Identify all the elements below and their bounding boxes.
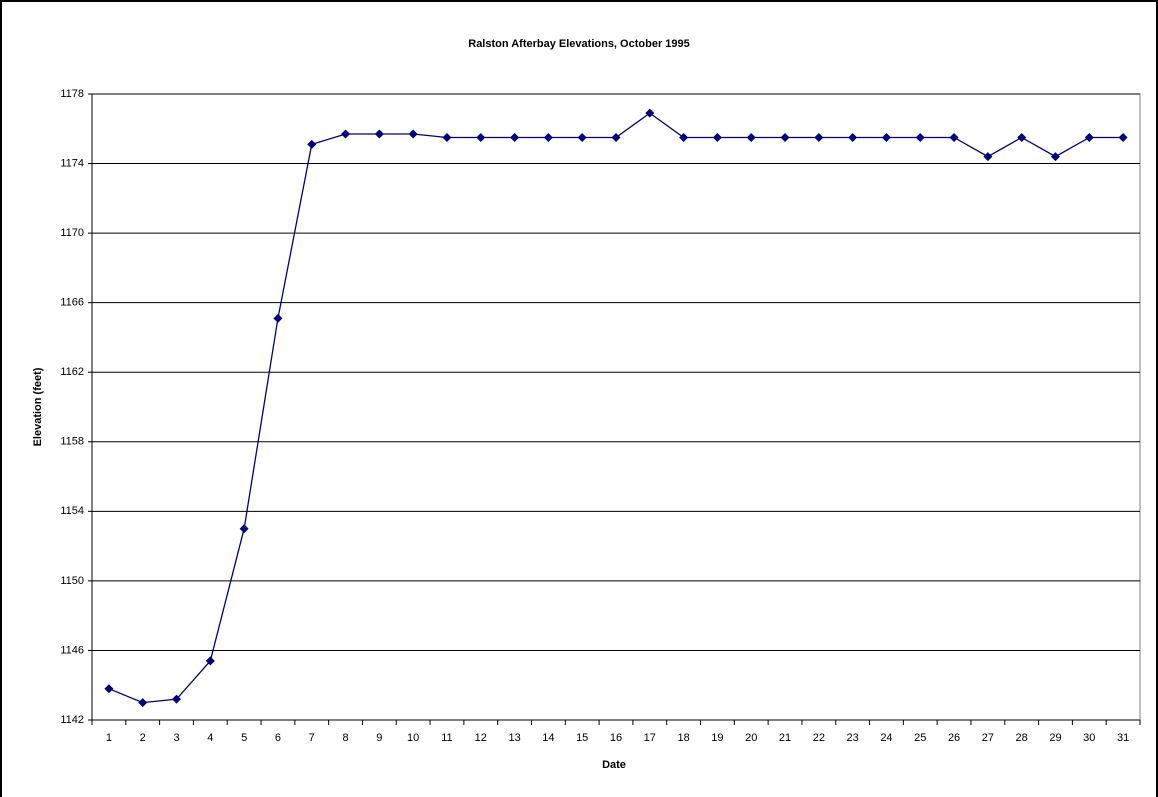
x-tick-label: 31 bbox=[1117, 732, 1129, 744]
marker bbox=[577, 132, 587, 142]
marker bbox=[374, 129, 384, 139]
marker bbox=[881, 132, 891, 142]
marker bbox=[611, 132, 621, 142]
x-tick-label: 9 bbox=[376, 732, 382, 744]
x-tick-label: 4 bbox=[207, 732, 213, 744]
marker bbox=[746, 132, 756, 142]
x-tick-label: 24 bbox=[880, 732, 892, 744]
plot-area bbox=[91, 93, 1141, 721]
x-tick-label: 29 bbox=[1049, 732, 1061, 744]
x-tick-label: 27 bbox=[982, 732, 994, 744]
marker bbox=[307, 139, 317, 149]
x-tick-label: 28 bbox=[1016, 732, 1028, 744]
marker bbox=[543, 132, 553, 142]
marker bbox=[814, 132, 824, 142]
marker bbox=[645, 108, 655, 118]
marker bbox=[1017, 132, 1027, 142]
marker bbox=[273, 313, 283, 323]
marker bbox=[476, 132, 486, 142]
x-tick-label: 3 bbox=[173, 732, 179, 744]
x-tick-label: 8 bbox=[342, 732, 348, 744]
y-tick-label: 1142 bbox=[60, 714, 84, 726]
y-tick-label: 1178 bbox=[60, 88, 84, 100]
marker bbox=[239, 524, 249, 534]
x-tick-label: 5 bbox=[241, 732, 247, 744]
x-tick-label: 19 bbox=[711, 732, 723, 744]
marker bbox=[172, 694, 182, 704]
x-tick-label: 17 bbox=[644, 732, 656, 744]
x-tick-label: 21 bbox=[779, 732, 791, 744]
marker bbox=[712, 132, 722, 142]
x-tick-label: 22 bbox=[813, 732, 825, 744]
marker bbox=[915, 132, 925, 142]
y-tick-label: 1166 bbox=[60, 297, 84, 309]
x-tick-label: 20 bbox=[745, 732, 757, 744]
x-tick-label: 25 bbox=[914, 732, 926, 744]
x-tick-label: 23 bbox=[847, 732, 859, 744]
marker bbox=[983, 152, 993, 162]
y-tick-label: 1154 bbox=[60, 505, 84, 517]
marker bbox=[679, 132, 689, 142]
x-tick-label: 15 bbox=[576, 732, 588, 744]
marker bbox=[138, 698, 148, 708]
x-tick-label: 30 bbox=[1083, 732, 1095, 744]
marker bbox=[1118, 132, 1128, 142]
y-tick-label: 1162 bbox=[60, 366, 84, 378]
x-tick-label: 12 bbox=[475, 732, 487, 744]
marker bbox=[510, 132, 520, 142]
x-tick-label: 16 bbox=[610, 732, 622, 744]
marker bbox=[1050, 152, 1060, 162]
x-tick-label: 10 bbox=[407, 732, 419, 744]
y-tick-label: 1158 bbox=[60, 436, 84, 448]
x-tick-label: 1 bbox=[106, 732, 112, 744]
marker bbox=[780, 132, 790, 142]
x-tick-label: 7 bbox=[309, 732, 315, 744]
marker bbox=[848, 132, 858, 142]
y-tick-label: 1170 bbox=[60, 227, 84, 239]
marker bbox=[442, 132, 452, 142]
x-tick-label: 6 bbox=[275, 732, 281, 744]
marker bbox=[205, 656, 215, 666]
y-axis-label: Elevation (feet) bbox=[32, 367, 44, 446]
chart-title: Ralston Afterbay Elevations, October 199… bbox=[468, 38, 690, 50]
y-tick-label: 1150 bbox=[60, 575, 84, 587]
x-tick-label: 18 bbox=[677, 732, 689, 744]
x-tick-label: 13 bbox=[508, 732, 520, 744]
x-tick-label: 2 bbox=[140, 732, 146, 744]
marker bbox=[1084, 132, 1094, 142]
x-axis-label: Date bbox=[602, 759, 626, 771]
y-tick-label: 1146 bbox=[60, 644, 84, 656]
marker bbox=[104, 684, 114, 694]
marker bbox=[949, 132, 959, 142]
x-tick-label: 26 bbox=[948, 732, 960, 744]
x-tick-label: 14 bbox=[542, 732, 554, 744]
marker bbox=[408, 129, 418, 139]
marker bbox=[341, 129, 351, 139]
y-tick-label: 1174 bbox=[60, 157, 84, 169]
x-tick-label: 11 bbox=[441, 732, 452, 744]
